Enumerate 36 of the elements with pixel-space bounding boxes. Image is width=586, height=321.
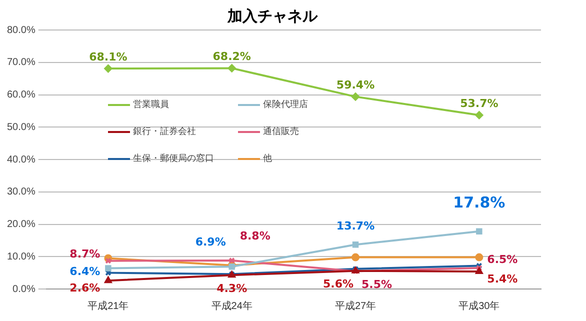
y-tick-label: 0.0% — [12, 284, 36, 295]
y-tick-label: 30.0% — [6, 186, 36, 198]
data-label: 53.7% — [460, 97, 498, 110]
data-label: 68.2% — [212, 50, 251, 64]
y-tick-label: 20.0% — [6, 219, 36, 230]
data-label: 4.3% — [216, 282, 248, 295]
legend-label: 通信販売 — [262, 126, 300, 138]
x-tick-label: 平成24年 — [211, 300, 252, 312]
legend-label: 銀行・証券会社 — [132, 126, 197, 138]
legend-label: 他 — [262, 152, 273, 165]
y-tick-label: 60.0% — [6, 90, 36, 100]
x-tick-label: 平成21年 — [88, 300, 129, 312]
data-label: 5.4% — [487, 272, 518, 286]
data-label: 5.5% — [362, 278, 392, 292]
y-tick-label: 80.0% — [6, 24, 36, 36]
chart-title: 加入チャネル — [226, 6, 318, 25]
data-label: 8.8% — [240, 229, 270, 242]
y-tick-label: 70.0% — [6, 57, 36, 68]
data-label: 17.8% — [453, 193, 506, 212]
x-tick-label: 平成27年 — [334, 300, 376, 312]
data-label: 5.6% — [322, 278, 354, 291]
data-label: 13.7% — [336, 220, 375, 233]
legend-label: 生保・郵便局の窓口 — [132, 152, 215, 165]
legend-label: 営業職員 — [132, 98, 170, 111]
y-tick-label: 10.0% — [6, 251, 36, 262]
data-label: 6.4% — [70, 265, 100, 278]
y-tick-label: 40.0% — [6, 154, 36, 166]
y-tick-label: 50.0% — [6, 122, 36, 133]
data-label: 6.9% — [195, 236, 226, 249]
data-label: 2.6% — [70, 281, 100, 294]
data-label: 59.4% — [336, 78, 375, 92]
legend-label: 保険代理店 — [262, 98, 309, 111]
data-label: 8.7% — [70, 248, 100, 261]
data-label: 6.5% — [487, 252, 518, 266]
data-label: 68.1% — [89, 50, 128, 64]
x-tick-label: 平成30年 — [458, 300, 500, 312]
